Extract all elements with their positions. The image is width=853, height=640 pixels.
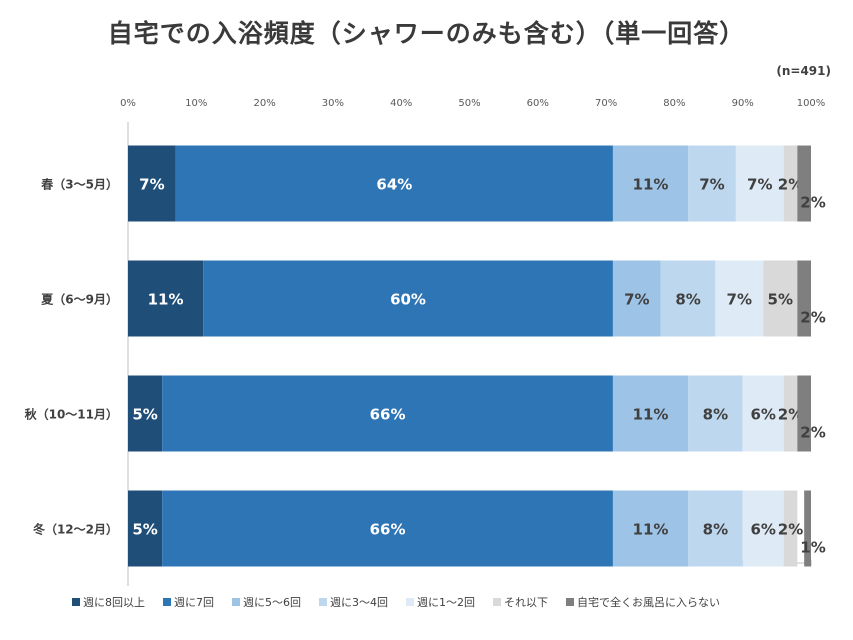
data-label: 11%	[148, 291, 184, 309]
bar-segment	[688, 375, 743, 452]
data-label: 2%	[800, 424, 825, 442]
legend-label: それ以下	[504, 596, 548, 609]
legend-swatch	[319, 598, 327, 606]
bar-segment	[715, 260, 764, 337]
bar-segment	[128, 375, 163, 452]
bar-segment	[612, 145, 689, 222]
data-label: 11%	[633, 521, 669, 539]
data-label: 2%	[778, 521, 803, 539]
bar-segment	[162, 375, 613, 452]
data-label: 8%	[675, 291, 700, 309]
category-label: 秋（10～11月）	[25, 407, 118, 422]
data-label: 1%	[800, 539, 825, 557]
bar-segment	[203, 260, 613, 337]
data-label: 66%	[370, 406, 406, 424]
data-label: 8%	[703, 521, 728, 539]
x-tick-label: 0%	[120, 98, 136, 109]
data-label: 2%	[800, 194, 825, 212]
legend-swatch	[72, 598, 80, 606]
data-label: 6%	[750, 521, 775, 539]
data-label: 2%	[778, 406, 803, 424]
legend-swatch	[163, 598, 171, 606]
bar-segment	[797, 375, 811, 452]
data-label: 5%	[132, 521, 157, 539]
legend-swatch	[493, 598, 501, 606]
data-label: 2%	[778, 176, 803, 194]
bar-segment	[688, 145, 736, 222]
data-label: 6%	[750, 406, 775, 424]
bar-segment	[797, 260, 811, 337]
bar-segment	[735, 145, 784, 222]
data-label: 7%	[747, 176, 772, 194]
x-tick-label: 50%	[458, 98, 480, 109]
data-label: 60%	[390, 291, 426, 309]
bar-segment	[612, 375, 689, 452]
legend-label: 自宅で全くお風呂に入らない	[577, 595, 720, 609]
data-label: 7%	[624, 291, 649, 309]
bar-segment	[804, 490, 811, 567]
data-label: 66%	[370, 521, 406, 539]
x-tick-label: 80%	[663, 98, 685, 109]
x-tick-label: 60%	[527, 98, 549, 109]
legend-label: 週に3～4回	[330, 596, 388, 609]
bar-segment	[128, 490, 163, 567]
data-label: 11%	[633, 406, 669, 424]
bar-segment	[612, 260, 661, 337]
x-tick-label: 30%	[322, 98, 344, 109]
category-label: 夏（6～9月）	[41, 292, 118, 307]
x-tick-label: 40%	[390, 98, 412, 109]
x-tick-label: 20%	[253, 98, 275, 109]
data-label: 11%	[633, 176, 669, 194]
x-tick-label: 10%	[185, 98, 207, 109]
data-label: 64%	[376, 176, 412, 194]
bar-segment	[742, 490, 784, 567]
legend-label: 週に7回	[174, 596, 214, 609]
legend-swatch	[566, 598, 574, 606]
legend-label: 週に8回以上	[83, 596, 145, 609]
legend-label: 週に1～2回	[417, 596, 475, 609]
bar-segment	[742, 375, 784, 452]
data-label: 7%	[727, 291, 752, 309]
bar-segment	[128, 145, 176, 222]
x-tick-label: 90%	[732, 98, 754, 109]
bar-segment	[162, 490, 613, 567]
category-label: 春（3～5月）	[40, 177, 118, 192]
bar-segment	[797, 145, 811, 222]
data-label: 7%	[139, 176, 164, 194]
data-label: 5%	[768, 291, 793, 309]
chart-title: 自宅での入浴頻度（シャワーのみも含む）（単一回答）	[107, 19, 746, 48]
bar-segment	[175, 145, 613, 222]
bar-segment	[128, 260, 204, 337]
bar-segment	[688, 490, 743, 567]
sample-size-note: (n=491)	[776, 64, 831, 78]
bar-segment	[783, 375, 798, 452]
x-tick-label: 70%	[595, 98, 617, 109]
data-label: 7%	[699, 176, 724, 194]
data-label: 2%	[800, 309, 825, 327]
x-tick-label: 100%	[797, 98, 826, 109]
category-label: 冬（12～2月）	[33, 522, 118, 537]
bar-segment	[763, 260, 798, 337]
legend-label: 週に5～6回	[243, 596, 301, 609]
bar-segment	[783, 490, 798, 567]
bar-segment	[783, 145, 798, 222]
bar-segment	[660, 260, 716, 337]
legend-swatch	[406, 598, 414, 606]
legend-swatch	[232, 598, 240, 606]
bar-segment	[612, 490, 689, 567]
data-label: 8%	[703, 406, 728, 424]
data-label: 5%	[132, 406, 157, 424]
